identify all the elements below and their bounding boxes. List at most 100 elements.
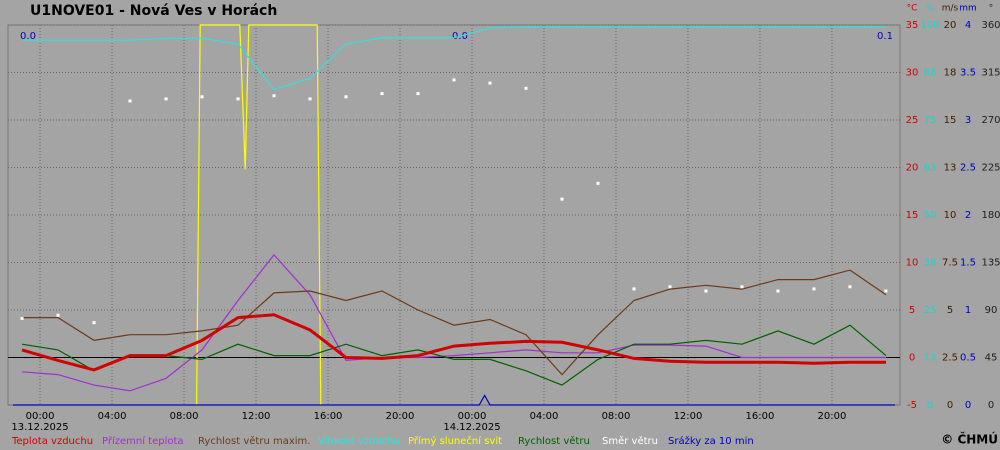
legend-entry: Směr větru (602, 435, 658, 447)
y-tick-label: 13 (924, 353, 937, 364)
y-tick-label: 30 (906, 68, 919, 79)
x-tick-label: 20:00 (818, 411, 847, 422)
y-tick-label: 18 (944, 68, 957, 79)
series-line (22, 26, 886, 91)
y-tick-label: 360 (981, 20, 1000, 31)
series-line (13, 394, 895, 406)
direction-dot (56, 313, 60, 317)
legend-entry: Přízemní teplota (102, 435, 184, 447)
y-tick-label: 75 (924, 115, 937, 126)
y-tick-label: 20 (944, 20, 957, 31)
y-tick-label: 3 (965, 115, 971, 126)
y-tick-label: 2 (965, 210, 971, 221)
y-tick-label: 15 (906, 210, 919, 221)
direction-dot (344, 95, 348, 99)
y-tick-label: 1.5 (960, 258, 976, 269)
y-tick-label: 180 (981, 210, 1000, 221)
y-tick-label: 4 (965, 20, 971, 31)
y-tick-label: -5 (907, 400, 917, 411)
y-tick-label: 0.5 (960, 353, 976, 364)
y-tick-label: 20 (906, 163, 919, 174)
direction-dot (848, 285, 852, 289)
y-tick-label: 10 (906, 258, 919, 269)
series-line (21, 253, 886, 392)
direction-dot (668, 285, 672, 289)
y-tick-label: 225 (981, 163, 1000, 174)
direction-dot (416, 92, 420, 96)
y-tick-label: 13 (944, 163, 957, 174)
y-tick-label: 3.5 (960, 68, 976, 79)
legend-entry: Vlhkost vzduchu (318, 436, 400, 447)
direction-dot (560, 197, 564, 201)
y-tick-label: 50 (924, 210, 937, 221)
x-tick-label: 08:00 (170, 411, 199, 422)
legend-entry: Přímý sluneční svit (408, 435, 502, 447)
daily-sum: 0.1 (877, 31, 893, 42)
direction-dot (452, 78, 456, 82)
y-tick-label: 315 (981, 68, 1000, 79)
daily-sum: 0.0 (20, 31, 36, 42)
y-tick-label: 135 (981, 258, 1000, 269)
x-tick-label: 20:00 (386, 411, 415, 422)
y-tick-label: 25 (924, 305, 937, 316)
direction-dot (92, 321, 96, 325)
y-tick-label: 7.5 (942, 258, 958, 269)
plot-area (7, 24, 901, 406)
x-tick-label: 04:00 (530, 411, 559, 422)
direction-dot (200, 95, 204, 99)
y-tick-label: 90 (985, 305, 998, 316)
direction-dot (380, 92, 384, 96)
direction-dot (740, 285, 744, 289)
x-tick-label: 16:00 (314, 411, 343, 422)
axis-unit: % (926, 4, 935, 14)
y-tick-label: 0 (965, 400, 971, 411)
y-tick-label: 63 (924, 163, 937, 174)
y-tick-label: 15 (944, 115, 957, 126)
legend-entry: Rychlost větru (518, 435, 590, 447)
series-line (21, 313, 886, 372)
y-tick-label: 35 (906, 20, 919, 31)
direction-dot (164, 97, 168, 101)
direction-dot (596, 181, 600, 185)
series-line (22, 269, 887, 376)
x-tick-label: 12:00 (242, 411, 271, 422)
y-tick-label: 2.5 (942, 353, 958, 364)
axis-unit: ° (989, 4, 994, 14)
axis-unit: mm (959, 4, 977, 14)
direction-dot (704, 289, 708, 293)
direction-dot (272, 94, 276, 98)
legend-entry: Teplota vzduchu (11, 436, 93, 447)
y-tick-label: 1 (965, 305, 971, 316)
direction-dot (128, 99, 132, 103)
y-tick-label: 88 (924, 68, 937, 79)
chart-title: U1NOVE01 - Nová Ves v Horách (30, 3, 277, 19)
y-tick-label: 0 (988, 400, 994, 411)
x-tick-label: 16:00 (746, 411, 775, 422)
axis-unit: °C (907, 4, 918, 14)
credit: © ČHMÚ (941, 432, 998, 447)
legend-entry: Srážky za 10 min (668, 435, 754, 447)
x-tick-label: 08:00 (602, 411, 631, 422)
direction-dot (488, 81, 492, 85)
y-tick-label: 5 (909, 305, 915, 316)
y-tick-label: 0 (947, 400, 953, 411)
date-label: 14.12.2025 (443, 422, 500, 433)
y-tick-label: 270 (981, 115, 1000, 126)
x-tick-label: 00:00 (458, 411, 487, 422)
y-tick-label: 5 (947, 305, 953, 316)
y-tick-label: 10 (944, 210, 957, 221)
x-tick-label: 12:00 (674, 411, 703, 422)
axis-unit: m/s (942, 4, 959, 14)
x-tick-label: 04:00 (98, 411, 127, 422)
y-tick-label: 0 (927, 400, 933, 411)
direction-dot (524, 86, 528, 90)
legend-entry: Rychlost větru maxim. (198, 435, 310, 447)
direction-dot (812, 287, 816, 291)
direction-dot (632, 287, 636, 291)
direction-dot (308, 97, 312, 101)
direction-dot (884, 289, 888, 293)
y-tick-label: 38 (924, 258, 937, 269)
date-label: 13.12.2025 (11, 422, 68, 433)
y-tick-label: 25 (906, 115, 919, 126)
